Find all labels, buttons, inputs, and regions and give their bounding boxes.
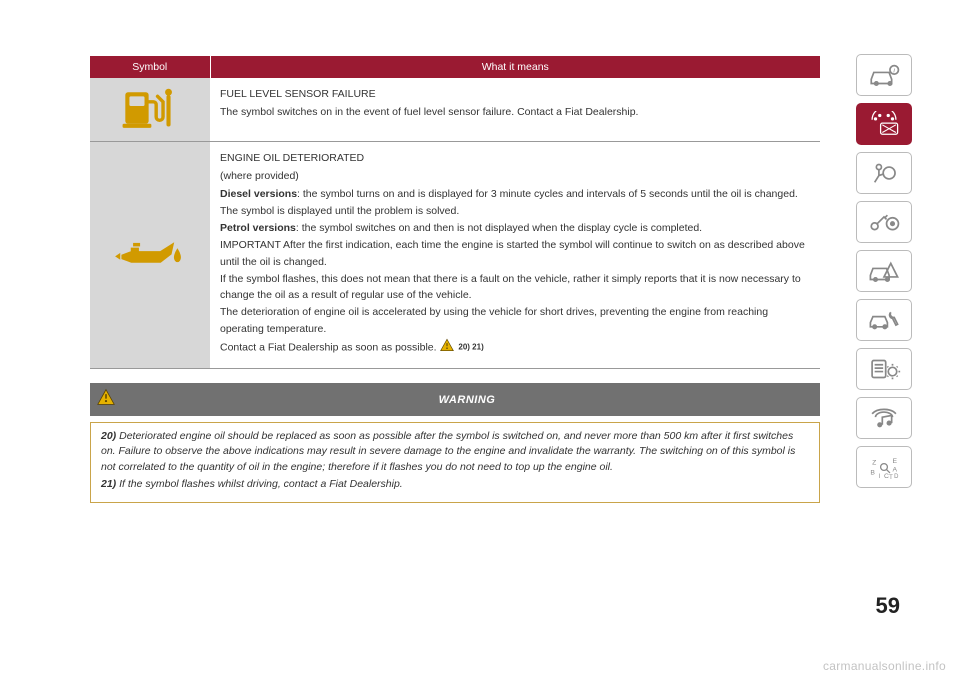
- side-tab-airbag[interactable]: [856, 152, 912, 194]
- row-petrol: Petrol versions: the symbol switches on …: [220, 220, 810, 236]
- side-tab-key-steering[interactable]: [856, 201, 912, 243]
- row-line7: The deterioration of engine oil is accel…: [220, 304, 810, 337]
- row-line5: IMPORTANT After the first indication, ea…: [220, 237, 810, 270]
- clipboard-gear-icon: [867, 356, 901, 382]
- petrol-label: Petrol versions: [220, 222, 296, 234]
- row-line3: The symbol is displayed until the proble…: [220, 203, 810, 219]
- table-row: ENGINE OIL DETERIORATED (where provided)…: [90, 142, 820, 369]
- warning-item: 20) Deteriorated engine oil should be re…: [101, 429, 809, 475]
- warning-box: 20) Deteriorated engine oil should be re…: [90, 422, 820, 503]
- symbol-cell-oil: [90, 142, 210, 369]
- warning-triangle-icon: [439, 338, 455, 357]
- header-meaning: What it means: [210, 56, 820, 78]
- row-line8: Contact a Fiat Dealership as soon as pos…: [220, 338, 810, 357]
- warning-banner: WARNING: [90, 383, 820, 416]
- warning-triangle-icon: [96, 388, 116, 411]
- svg-text:D: D: [894, 474, 898, 480]
- car-hazard-icon: [867, 258, 901, 284]
- airbag-icon: [867, 160, 901, 186]
- table-header-row: Symbol What it means: [90, 56, 820, 78]
- row-line6: If the symbol flashes, this does not mea…: [220, 271, 810, 304]
- svg-text:E: E: [893, 458, 898, 465]
- music-wifi-icon: [867, 405, 901, 431]
- svg-text:Z: Z: [872, 459, 876, 466]
- petrol-text: : the symbol switches on and then is not…: [296, 222, 702, 234]
- oil-can-icon: [115, 236, 185, 272]
- side-tab-car-wrench[interactable]: [856, 299, 912, 341]
- svg-text:T: T: [889, 475, 893, 480]
- row-title: FUEL LEVEL SENSOR FAILURE: [220, 86, 810, 102]
- warning-text: Deteriorated engine oil should be replac…: [101, 430, 795, 472]
- meaning-cell-oil: ENGINE OIL DETERIORATED (where provided)…: [210, 142, 820, 369]
- row-subtitle: (where provided): [220, 168, 810, 184]
- svg-text:A: A: [893, 466, 898, 473]
- car-info-icon: i: [867, 62, 901, 88]
- car-wrench-icon: [867, 307, 901, 333]
- diesel-text: : the symbol turns on and is displayed f…: [297, 188, 798, 200]
- side-tab-dashboard-warning[interactable]: [856, 103, 912, 145]
- warning-idx: 21): [101, 478, 116, 490]
- diesel-label: Diesel versions: [220, 188, 297, 200]
- warning-item: 21) If the symbol flashes whilst driving…: [101, 477, 809, 492]
- side-icon-strip: i ZEBAICTD: [856, 54, 912, 495]
- meaning-cell-fuel: FUEL LEVEL SENSOR FAILURE The symbol swi…: [210, 78, 820, 142]
- table-row: FUEL LEVEL SENSOR FAILURE The symbol swi…: [90, 78, 820, 142]
- side-tab-car-hazard[interactable]: [856, 250, 912, 292]
- compass-abc-icon: ZEBAICTD: [867, 454, 901, 480]
- symbol-table: Symbol What it means: [90, 56, 820, 369]
- symbol-cell-fuel: [90, 78, 210, 142]
- side-tab-clipboard-gear[interactable]: [856, 348, 912, 390]
- fuel-pump-icon: [115, 84, 185, 132]
- warning-text: If the symbol flashes whilst driving, co…: [116, 478, 403, 490]
- row-diesel: Diesel versions: the symbol turns on and…: [220, 186, 810, 202]
- page-number: 59: [876, 593, 900, 619]
- warning-idx: 20): [101, 430, 116, 442]
- side-tab-car-info[interactable]: i: [856, 54, 912, 96]
- side-tab-compass-abc[interactable]: ZEBAICTD: [856, 446, 912, 488]
- line8-prefix: Contact a Fiat Dealership as soon as pos…: [220, 341, 437, 353]
- svg-text:I: I: [879, 474, 881, 480]
- side-tab-music-wifi[interactable]: [856, 397, 912, 439]
- watermark: carmanualsonline.info: [823, 659, 946, 673]
- row-title: ENGINE OIL DETERIORATED: [220, 150, 810, 166]
- dashboard-warning-icon: [867, 111, 901, 137]
- svg-text:B: B: [870, 470, 875, 477]
- line8-ref: 20) 21): [458, 342, 483, 351]
- key-steering-icon: [867, 209, 901, 235]
- content-area: Symbol What it means: [90, 56, 820, 503]
- header-symbol: Symbol: [90, 56, 210, 78]
- row-body: The symbol switches on in the event of f…: [220, 104, 810, 120]
- warning-banner-label: WARNING: [120, 394, 814, 406]
